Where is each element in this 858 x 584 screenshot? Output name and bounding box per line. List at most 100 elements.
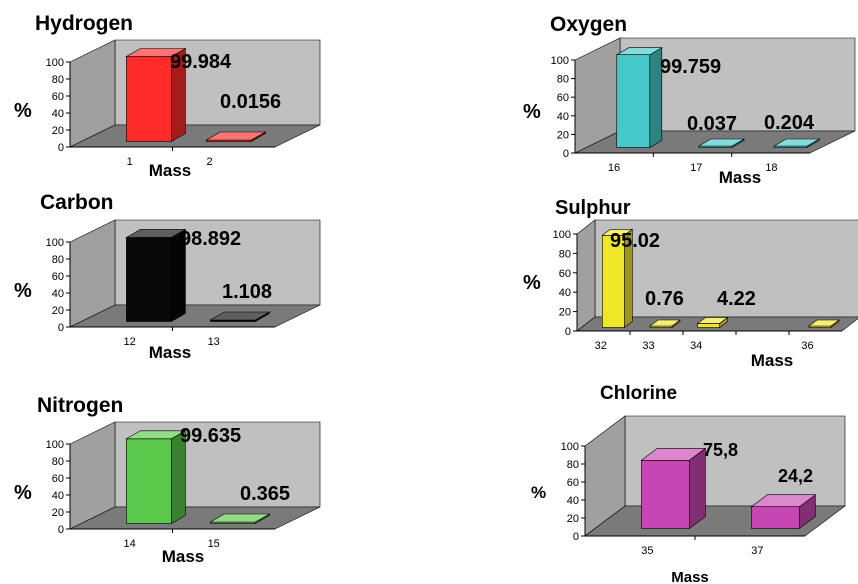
y-tick-label: 100	[46, 439, 64, 451]
chart-title: Carbon	[40, 191, 114, 214]
y-tick-label: 100	[46, 237, 64, 249]
y-tick-label: 40	[52, 108, 64, 120]
bar-top-18	[773, 138, 821, 147]
x-tick-label: 15	[208, 538, 220, 550]
x-tick-label: 34	[690, 340, 702, 352]
bar-1	[126, 56, 172, 142]
x-tick-label: 14	[124, 538, 136, 550]
y-tick-label: 40	[559, 287, 571, 299]
bar-top-32	[601, 229, 634, 236]
chart-title: Chlorine	[600, 383, 677, 404]
bar-top-17	[697, 138, 746, 147]
y-tick-label: 100	[551, 55, 569, 67]
bar-top-37	[750, 494, 817, 508]
value-label: 0.0156	[220, 91, 281, 113]
chart-title: Sulphur	[555, 197, 631, 219]
y-tick-label: 0	[58, 322, 64, 334]
chart-sulphur: Sulphur 0 20 40 60 80 100% Mass 32 33 34 36 95.02 0.7…	[523, 197, 858, 370]
x-tick-label: 1	[127, 156, 133, 168]
y-tick-label: 0	[565, 326, 571, 338]
x-tick-label: 36	[801, 340, 813, 352]
y-tick-label: 60	[559, 268, 571, 280]
y-tick-label: 0	[563, 148, 569, 160]
y-tick-label: 40	[52, 490, 64, 502]
value-label: 99.984	[170, 51, 232, 73]
bar-12	[126, 237, 172, 322]
y-tick-label: 20	[567, 513, 579, 525]
y-tick-label: 80	[52, 456, 64, 468]
x-tick-label: 32	[595, 340, 607, 352]
bar-top-33	[649, 319, 681, 327]
chart-title: Oxygen	[550, 13, 627, 36]
x-axis-label: Mass	[149, 161, 192, 180]
chart-carbon: Carbon 0 20 40 60 80 100% Mass 12 13 98.892 1.108	[14, 191, 321, 362]
bar-top-35	[640, 447, 707, 461]
value-label: 0.76	[645, 288, 684, 310]
value-label: 0.037	[687, 113, 737, 135]
x-axis-label: Mass	[671, 569, 709, 584]
bar-top-1	[125, 48, 187, 57]
x-tick-label: 33	[642, 340, 654, 352]
bar-side-35	[689, 447, 706, 530]
chart-nitrogen: Nitrogen 0 20 40 60 80 100% Mass 14 15 99.635 0.365	[14, 394, 321, 566]
y-tick-label: 80	[52, 254, 64, 266]
bar-37	[751, 506, 800, 529]
chart-oxygen: Oxygen 0 20 40 60 80 100% Mass 16 17 18 99.759 0.037…	[523, 13, 856, 187]
x-tick-label: 35	[641, 545, 653, 557]
bar-top-2	[205, 131, 267, 141]
y-axis-label: %	[14, 100, 32, 122]
bar-35	[641, 459, 690, 529]
value-label: 4.22	[717, 288, 756, 310]
y-tick-label: 80	[52, 74, 64, 86]
value-label: 99.635	[180, 425, 241, 447]
value-label: 0.204	[764, 112, 815, 134]
y-tick-label: 20	[52, 305, 64, 317]
x-tick-label: 16	[608, 162, 620, 174]
y-tick-label: 60	[52, 91, 64, 103]
bar-top-12	[125, 229, 187, 238]
value-label: 75,8	[703, 440, 738, 460]
y-tick-label: 40	[567, 495, 579, 507]
y-tick-label: 20	[52, 507, 64, 519]
value-label: 0.365	[240, 483, 290, 505]
y-tick-label: 40	[52, 288, 64, 300]
y-axis-label: %	[14, 280, 32, 302]
y-tick-label: 60	[52, 271, 64, 283]
x-axis-label: Mass	[149, 343, 192, 362]
x-tick-label: 13	[208, 336, 220, 348]
x-tick-label: 2	[207, 156, 213, 168]
side-wall	[576, 219, 596, 332]
bar-34	[697, 323, 721, 328]
x-axis-label: Mass	[751, 351, 794, 370]
y-axis-label: %	[14, 482, 32, 504]
bar-top-16	[615, 47, 663, 56]
chart-chlorine: Chlorine 0 20 40 60 80 100% Mass 35 37 75,8 24,2	[531, 383, 846, 584]
bar-16	[616, 54, 651, 148]
bar-top-15	[209, 513, 271, 523]
y-tick-label: 100	[553, 229, 571, 241]
y-axis-label: %	[523, 101, 541, 123]
y-tick-label: 80	[557, 74, 569, 86]
value-label: 99.759	[660, 56, 721, 78]
bar-14	[126, 438, 172, 524]
value-label: 98.892	[180, 228, 241, 250]
y-tick-label: 100	[561, 441, 579, 453]
y-tick-label: 60	[567, 477, 579, 489]
y-tick-label: 60	[52, 473, 64, 485]
y-tick-label: 80	[559, 248, 571, 260]
chart-title: Nitrogen	[37, 394, 123, 417]
y-tick-label: 0	[58, 142, 64, 154]
y-tick-label: 60	[557, 92, 569, 104]
y-tick-label: 100	[46, 57, 64, 69]
y-tick-label: 40	[557, 111, 569, 123]
chart-hydrogen: Hydrogen 0 20 40 60 80 100% Mass 1 2 99.984 0.0156	[14, 12, 321, 180]
y-tick-label: 0	[58, 524, 64, 536]
bar-top-34	[696, 317, 729, 324]
x-axis-label: Mass	[162, 547, 205, 566]
x-tick-label: 18	[765, 162, 777, 174]
y-tick-label: 20	[52, 125, 64, 137]
chart-title: Hydrogen	[35, 12, 133, 35]
value-label: 24,2	[778, 466, 813, 486]
y-tick-label: 20	[557, 129, 569, 141]
